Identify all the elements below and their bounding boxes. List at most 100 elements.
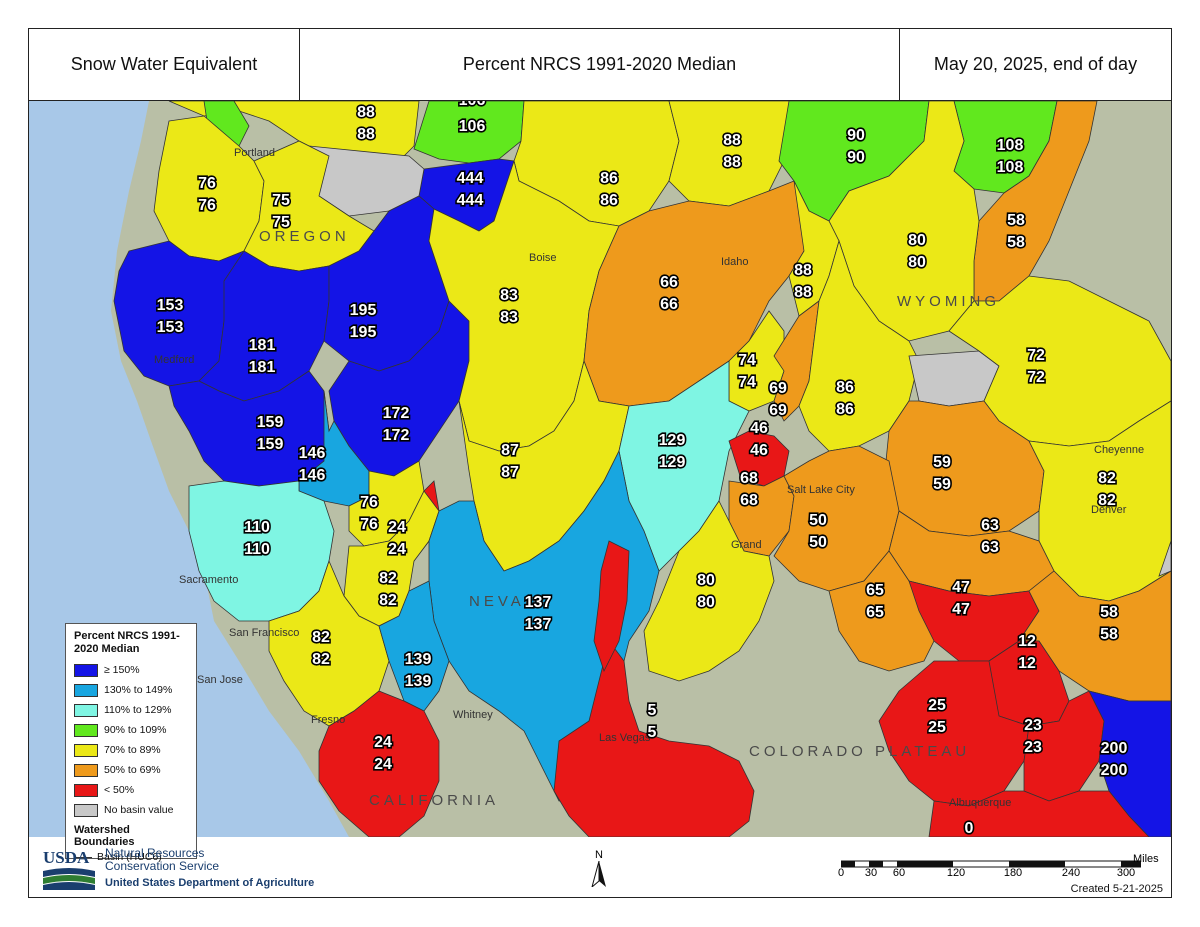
scale-tick: 240 [1061,867,1081,879]
basin-b25 [878,660,1030,807]
value-b106: 106 106 [457,101,487,137]
value-b83-top: 83 [500,287,518,304]
value-b76nw-top: 76 [198,175,216,192]
basin-b0 [928,790,1150,837]
scale-bar-graphic [840,860,1142,868]
scale-unit: Miles [1133,853,1159,865]
value-b88n-top: 88 [723,132,741,149]
agency-line1: Natural Resources [105,846,205,860]
value-b68-bottom: 68 [740,492,758,509]
label-idaho: Idaho [721,256,749,268]
value-b108-bottom: 108 [997,159,1024,176]
label-oregon: OREGON [259,228,350,245]
legend-swatch [74,723,98,737]
value-b5-top: 5 [648,702,657,719]
map-canvas[interactable]: OREGON WYOMING NEVADA CALIFORNIA COLORAD… [29,101,1171,837]
value-b68-top: 68 [740,470,758,487]
value-b47-top: 47 [952,579,970,596]
legend-watershed-label: Basin (HUC6) [97,851,162,863]
value-b87-top: 87 [501,442,519,459]
legend-swatch [74,683,98,697]
value-b82m-bottom: 82 [379,592,397,609]
label-san-jose: San Jose [197,674,243,686]
value-b146-bottom: 146 [299,467,326,484]
scale-tick: 30 [864,867,878,879]
basin-line-icon [74,856,92,858]
value-b80-top: 80 [908,232,926,249]
value-b153-bottom: 153 [157,319,184,336]
value-b58ne-top: 58 [1007,212,1025,229]
value-b69-top: 69 [769,380,787,397]
value-b159-top: 159 [257,414,284,431]
header-date: May 20, 2025, end of day [933,54,1138,74]
value-b110-top: 110 [244,519,270,536]
value-b82m-top: 82 [379,570,397,587]
value-b69-bottom: 69 [769,402,787,419]
value-b106-top: 106 [459,101,486,109]
value-b86n-bottom: 86 [600,192,618,209]
north-label: N [595,849,603,861]
value-b88n-bottom: 88 [723,154,741,171]
value-b63-bottom: 63 [981,539,999,556]
value-b50-bottom: 50 [809,534,827,551]
label-salt-lake: Salt Lake City [787,484,855,496]
value-b90-bottom: 90 [847,149,865,166]
value-b74-bottom: 74 [738,374,756,391]
value-b137-top: 137 [525,594,552,611]
scale-tick: 300 [1116,867,1136,879]
value-b12-top: 12 [1018,633,1036,650]
legend-label: 70% to 89% [104,744,161,756]
scale-tick: 120 [946,867,966,879]
value-b129-top: 129 [659,432,686,449]
value-b90-top: 90 [847,127,865,144]
legend-label: 110% to 129% [104,704,172,716]
legend-swatch [74,783,98,797]
legend-label: ≥ 150% [104,664,140,676]
value-b88nw-bottom: 88 [357,126,375,143]
legend-swatch [74,763,98,777]
value-b88m-bottom: 88 [794,284,812,301]
map-header: Snow Water Equivalent Percent NRCS 1991-… [29,29,1171,101]
value-b74-top: 74 [738,352,756,369]
legend-item: < 50% [74,780,188,800]
usda-logo-icon: USDA [43,848,95,890]
created-date: Created 5-21-2025 [1070,883,1163,895]
label-grand: Grand [731,539,762,551]
value-b195-top: 195 [350,302,377,319]
north-arrow-icon [591,860,606,889]
legend-item: 70% to 89% [74,740,188,760]
legend-label: No basin value [104,804,174,816]
legend-item: No basin value [74,800,188,820]
legend-label: 90% to 109% [104,724,167,736]
legend-swatch [74,743,98,757]
value-b75-bottom: 75 [272,214,290,231]
label-whitney: Whitney [453,709,493,721]
label-california: CALIFORNIA [369,792,499,809]
value-b129-bottom: 129 [659,454,686,471]
label-albuquerque: Albuquerque [949,797,1011,809]
label-medford: Medford [154,354,194,366]
value-b5: 55 [646,700,658,742]
value-b108-top: 108 [997,137,1024,154]
value-b87-bottom: 87 [501,464,519,481]
value-b82sw-bottom: 82 [312,651,330,668]
basin-b46 [728,430,790,487]
value-b139-top: 139 [405,651,432,668]
